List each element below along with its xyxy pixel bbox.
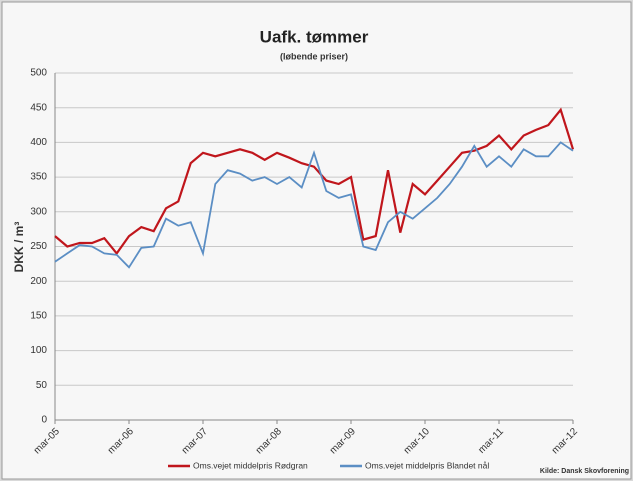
y-tick-label: 250 — [30, 241, 47, 252]
y-tick-label: 50 — [36, 380, 48, 391]
series-line — [54, 107, 575, 256]
legend-label: Oms.vejet middelpris Rødgran — [193, 460, 308, 470]
y-tick-label: 450 — [30, 102, 47, 113]
y-tick-label: 400 — [30, 137, 47, 148]
y-tick-label: 350 — [30, 172, 47, 183]
source-note: Kilde: Dansk Skovforening — [540, 468, 629, 475]
y-axis-label: DKK / m³ — [12, 222, 26, 273]
series-line — [54, 141, 574, 269]
y-tick-label: 300 — [30, 206, 47, 217]
chart-title: Uafk. tømmer — [260, 27, 369, 46]
y-tick-label: 200 — [30, 276, 47, 287]
y-tick-label: 0 — [41, 415, 47, 426]
y-tick-label: 100 — [30, 345, 47, 356]
y-tick-label: 500 — [30, 68, 47, 79]
y-tick-label: 150 — [30, 311, 47, 322]
chart-subtitle: (løbende priser) — [280, 51, 348, 61]
legend-label: Oms.vejet middelpris Blandet nål — [365, 460, 489, 470]
